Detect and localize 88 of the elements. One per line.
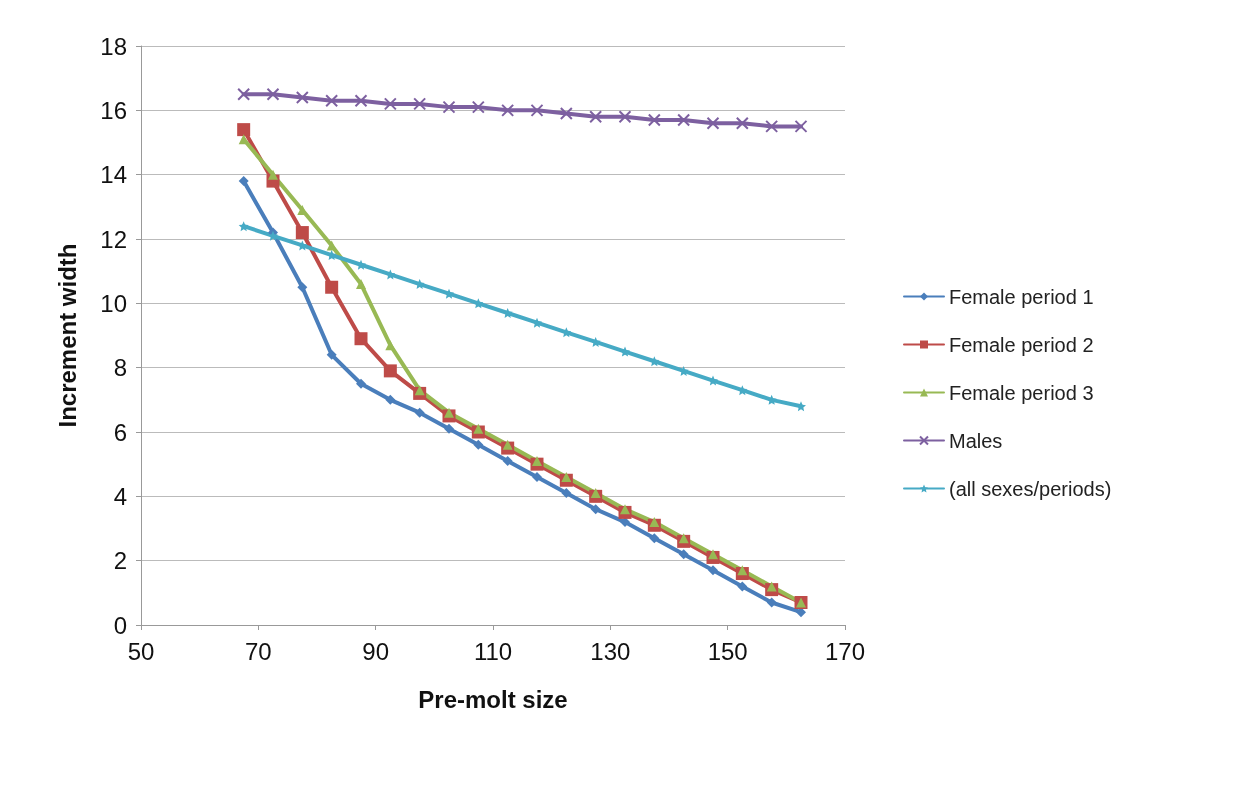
point [268, 169, 278, 180]
point [735, 116, 749, 130]
point [442, 100, 456, 114]
point [618, 110, 632, 124]
point [766, 597, 777, 608]
x-tick-label: 110 [473, 637, 513, 665]
y-tick-label: 12 [100, 225, 127, 253]
y-tick-label: 8 [113, 354, 127, 382]
point [237, 123, 251, 137]
point [473, 439, 484, 450]
point [708, 565, 718, 576]
point [444, 407, 454, 418]
point [385, 340, 396, 351]
point [737, 581, 748, 592]
point [413, 97, 427, 111]
legend-label: Female period 1 [949, 285, 1094, 308]
x-axis-title: Pre-molt size [418, 685, 568, 713]
point [502, 439, 513, 450]
x-tick-label: 150 [707, 637, 748, 665]
y-tick-label: 16 [100, 96, 127, 124]
point [383, 97, 397, 111]
legend-label: (all sexes/periods) [949, 477, 1112, 500]
x-tick-label: 70 [244, 637, 272, 665]
point [590, 488, 601, 499]
point [561, 472, 572, 483]
point [471, 100, 485, 114]
y-tick-label: 0 [113, 611, 127, 639]
point [589, 110, 603, 124]
point [678, 549, 689, 560]
x-tick-label: 50 [127, 637, 155, 665]
point [532, 472, 542, 483]
point [356, 279, 366, 290]
point [737, 565, 748, 576]
point [266, 87, 280, 101]
x-tick-label: 90 [362, 637, 390, 665]
point [356, 378, 366, 389]
point [238, 176, 249, 187]
point [383, 364, 397, 378]
legend-label: Males [949, 429, 1003, 452]
point [649, 533, 660, 544]
point [766, 581, 777, 592]
point [678, 533, 689, 544]
y-tick-label: 2 [113, 547, 127, 575]
point [444, 288, 454, 299]
point [295, 226, 309, 240]
legend-label: Female period 3 [949, 381, 1094, 404]
point [765, 119, 779, 133]
point [647, 113, 661, 127]
point [354, 94, 368, 108]
x-tick-label: 130 [590, 637, 631, 665]
point [677, 113, 691, 127]
point [530, 103, 544, 117]
point [620, 346, 630, 357]
point [326, 349, 337, 360]
point [501, 103, 515, 117]
point [649, 517, 660, 528]
point [708, 549, 718, 560]
x-tick-label: 170 [824, 637, 866, 665]
point [620, 517, 630, 528]
point [238, 221, 249, 232]
point [414, 407, 425, 418]
point [561, 488, 572, 499]
point [502, 455, 513, 466]
point [295, 90, 309, 104]
point [385, 394, 396, 405]
point [325, 94, 339, 108]
point [326, 240, 337, 251]
point [590, 504, 601, 515]
point [354, 332, 368, 346]
y-tick-label: 4 [113, 482, 127, 510]
point [237, 87, 251, 101]
point [794, 119, 808, 133]
y-axis-title: Increment width [53, 243, 81, 428]
point [444, 423, 454, 434]
y-tick-label: 18 [100, 32, 127, 60]
point [414, 385, 425, 396]
point [559, 107, 573, 121]
y-tick-label: 10 [100, 289, 127, 317]
y-tick-label: 14 [100, 161, 127, 189]
point [620, 504, 630, 515]
point [532, 317, 542, 328]
point [532, 455, 542, 466]
point [706, 116, 720, 130]
point [297, 282, 308, 293]
point [325, 280, 339, 294]
legend-label: Female period 2 [949, 333, 1094, 356]
point [473, 423, 484, 434]
y-tick-label: 6 [113, 418, 127, 446]
